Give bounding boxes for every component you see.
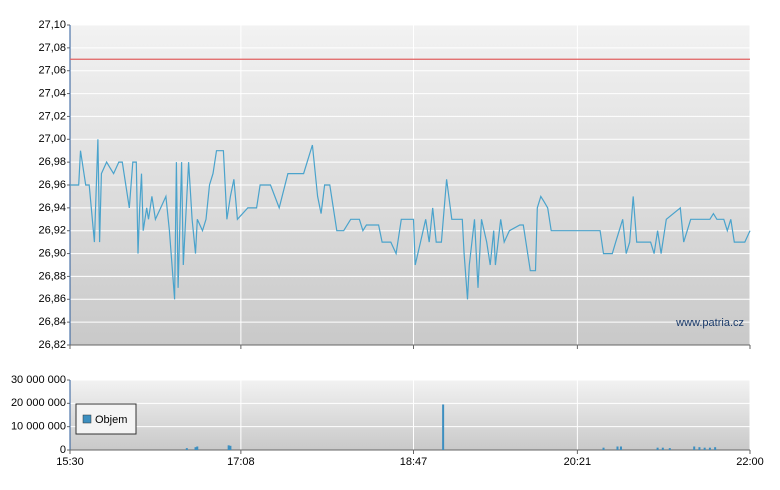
y-tick-label: 26,84 — [38, 316, 66, 328]
y-tick-label: 26,86 — [38, 293, 66, 305]
x-tick-label: 17:08 — [227, 456, 255, 468]
y-tick-label: 27,02 — [38, 110, 66, 122]
plot-area — [70, 380, 750, 450]
volume-bar — [602, 447, 605, 450]
y-tick-label: 26,94 — [38, 202, 66, 214]
price-line — [70, 139, 751, 300]
y-tick-label: 27,10 — [38, 19, 66, 31]
watermark: www.patria.cz — [675, 317, 744, 329]
legend-label: Objem — [95, 414, 127, 426]
volume-bar — [668, 448, 671, 450]
volume-bar — [714, 447, 717, 450]
y-tick-label: 26,98 — [38, 156, 66, 168]
y-tick-label: 26,90 — [38, 247, 66, 259]
y-tick-label: 27,08 — [38, 42, 66, 54]
volume-bar — [698, 447, 701, 450]
y-tick-label: 27,00 — [38, 133, 66, 145]
volume-bar — [442, 404, 445, 450]
x-tick-label: 20:21 — [564, 456, 592, 468]
volume-bar — [616, 446, 619, 450]
volume-bar — [708, 447, 711, 450]
y-tick-label: 30 000 000 — [11, 374, 66, 386]
y-tick-label: 27,06 — [38, 65, 66, 77]
x-tick-label: 15:30 — [56, 456, 84, 468]
y-tick-label: 26,88 — [38, 270, 66, 282]
legend-box — [75, 403, 137, 435]
y-tick-label: 26,82 — [38, 339, 66, 351]
y-tick-label: 0 — [60, 444, 66, 456]
volume-bar — [227, 445, 230, 450]
y-tick-label: 27,04 — [38, 87, 66, 99]
volume-bar — [619, 446, 622, 450]
y-tick-label: 10 000 000 — [11, 421, 66, 433]
legend-swatch — [82, 414, 92, 424]
volume-bar — [229, 445, 232, 450]
y-tick-label: 20 000 000 — [11, 397, 66, 409]
volume-bar — [693, 446, 696, 450]
y-tick-label: 26,92 — [38, 225, 66, 237]
volume-bar — [661, 447, 664, 450]
volume-bar — [185, 448, 188, 450]
x-tick-label: 18:47 — [400, 456, 428, 468]
volume-bar — [703, 447, 706, 450]
x-tick-label: 22:00 — [736, 456, 764, 468]
y-tick-label: 26,96 — [38, 179, 66, 191]
volume-bar — [196, 446, 199, 450]
volume-bar — [656, 447, 659, 450]
volume-bar — [194, 447, 197, 450]
